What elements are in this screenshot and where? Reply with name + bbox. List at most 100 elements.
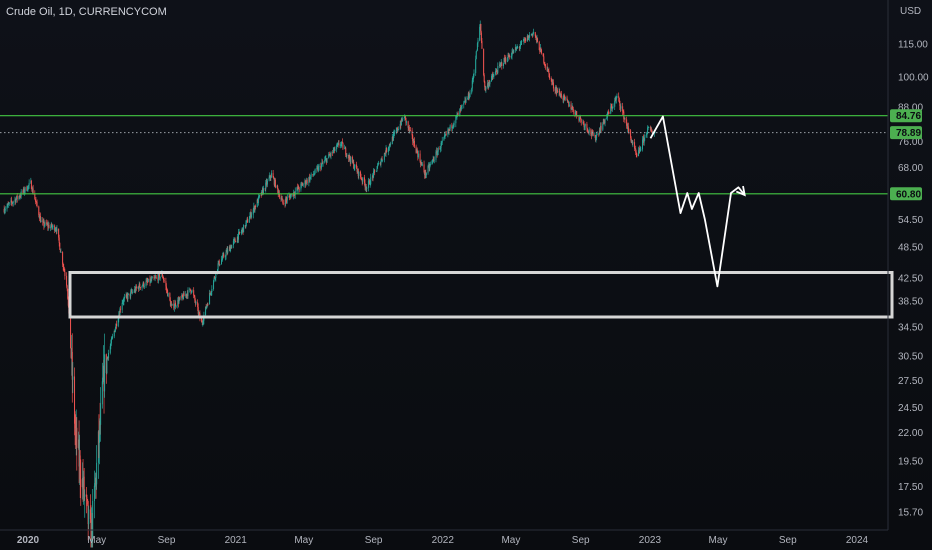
price-tag-bg: [890, 109, 922, 123]
candle-body: [310, 176, 312, 178]
candle-body: [540, 47, 542, 50]
candle-body: [121, 302, 123, 310]
candle-body: [147, 278, 149, 282]
candle-body: [388, 147, 390, 149]
candle-body: [476, 50, 478, 52]
candle-body: [290, 195, 292, 199]
candle-body: [35, 200, 37, 202]
candle-body: [632, 142, 634, 144]
x-tick-label: May: [87, 535, 106, 546]
y-tick-label: 22.00: [898, 428, 923, 439]
candle-body: [282, 202, 284, 204]
candle-body: [504, 58, 506, 62]
candle-body: [330, 152, 332, 156]
price-axis[interactable]: 115.00 100.00 88.00 76.00 68.00 54.50 48.50 42.…: [898, 40, 929, 519]
candle-body: [590, 129, 592, 135]
candle-body: [475, 51, 477, 59]
candle-body: [185, 294, 187, 297]
candle-body: [15, 199, 17, 203]
candle-body: [527, 35, 529, 40]
time-axis[interactable]: 2020 May Sep 2021 May Sep 2022 May Sep 2023 May Sep…: [17, 535, 869, 546]
candle-body: [435, 151, 437, 160]
candle-body: [433, 159, 435, 161]
candle-body: [273, 178, 275, 185]
candle-body: [608, 112, 610, 114]
candle-body: [205, 306, 207, 316]
candle-body: [392, 134, 394, 141]
candle-body: [235, 241, 237, 243]
candle-body: [11, 200, 13, 203]
candle-body: [413, 141, 415, 147]
candle-body: [98, 431, 100, 443]
y-tick-label: 24.50: [898, 403, 923, 414]
candle-body: [18, 196, 20, 198]
candle-body: [471, 88, 473, 93]
projection-path[interactable]: [649, 115, 746, 288]
candle-body: [455, 116, 457, 124]
candle-body: [282, 198, 284, 203]
candle-body: [309, 177, 311, 181]
candle-body: [403, 118, 405, 119]
candle-body: [627, 126, 629, 130]
candle-body: [483, 48, 485, 75]
candle-body: [6, 206, 8, 210]
candle-body: [75, 427, 77, 432]
candle-body: [265, 181, 267, 183]
candle-body: [22, 191, 24, 193]
candle-body: [563, 95, 565, 100]
candle-body: [550, 78, 552, 80]
candle-body: [320, 164, 322, 169]
candle-body: [428, 165, 430, 167]
candle-body: [103, 365, 105, 392]
candle-body: [333, 147, 335, 151]
candle-body: [432, 159, 434, 161]
candle-body: [495, 71, 497, 72]
candle-body: [306, 179, 308, 183]
candle-body: [357, 169, 359, 172]
candle-body: [257, 199, 259, 203]
candle-body: [189, 288, 191, 290]
candle-body: [556, 89, 558, 93]
candle-body: [60, 252, 62, 253]
candle-body: [130, 291, 132, 297]
candle-body: [526, 35, 528, 42]
candle-body: [404, 116, 406, 118]
support-zone-box[interactable]: [68, 271, 894, 319]
candle-body: [345, 148, 347, 155]
candle-body: [635, 152, 637, 154]
candle-body: [392, 137, 394, 141]
y-tick-label: 48.50: [898, 242, 923, 253]
candle-body: [495, 71, 497, 75]
candle-body: [587, 131, 589, 132]
candle-body: [646, 133, 648, 135]
candle-body: [424, 172, 426, 175]
candle-body: [512, 51, 514, 53]
candle-body: [508, 54, 510, 57]
candle-body: [528, 35, 530, 38]
candle-body: [369, 184, 371, 185]
candle-body: [535, 36, 537, 41]
candle-body: [520, 41, 522, 45]
candle-body: [527, 35, 529, 40]
candle-body: [143, 285, 145, 287]
candle-body: [131, 290, 133, 293]
candle-body: [78, 439, 79, 448]
candle-body: [500, 63, 502, 65]
y-tick-label: 76.00: [898, 137, 923, 148]
candle-body: [503, 63, 504, 66]
candle-body: [181, 294, 183, 297]
candle-body: [224, 256, 226, 258]
candle-body: [306, 179, 308, 183]
candle-body: [297, 186, 299, 190]
candle-body: [396, 128, 398, 131]
candle-body: [126, 294, 128, 296]
candle-body: [595, 137, 597, 141]
candle-body: [74, 423, 76, 429]
candle-body: [83, 476, 85, 497]
candle-body: [460, 107, 462, 109]
candle-body: [80, 479, 82, 488]
candle-body: [492, 75, 494, 77]
candle-body: [444, 134, 446, 136]
